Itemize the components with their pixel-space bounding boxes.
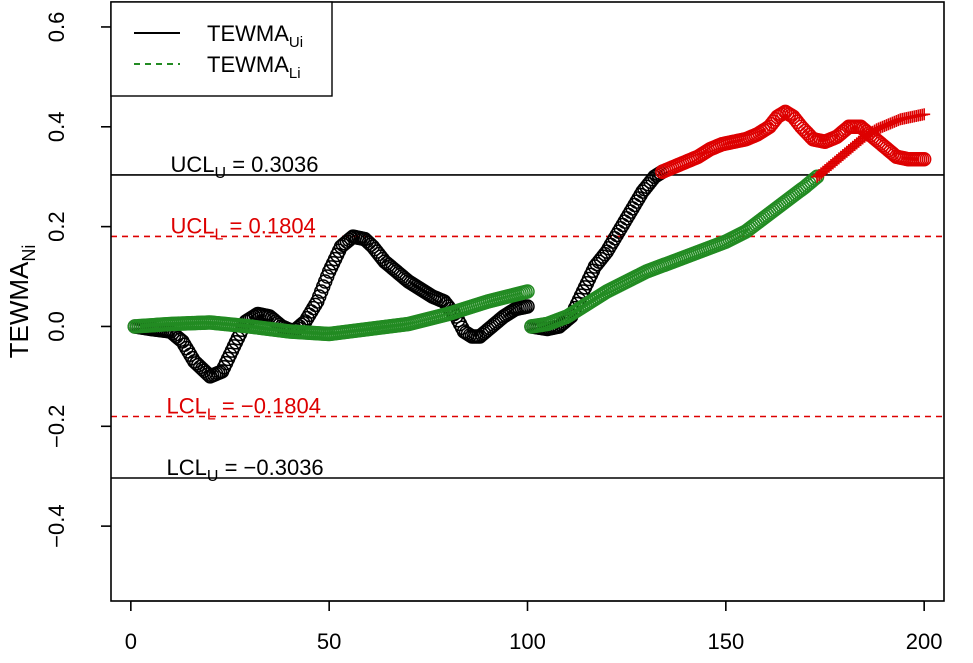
legend-label-1: TEWMALi [207, 52, 301, 82]
x-tick-label: 150 [707, 629, 744, 654]
control-limit-label-1: UCLL = 0.1804 [171, 213, 316, 243]
series-4 [524, 169, 825, 334]
legend-label-0: TEWMAUi [207, 21, 303, 51]
control-limit-label-0: UCLU = 0.3036 [171, 152, 319, 182]
y-tick-label: −0.2 [44, 405, 69, 448]
point-circle [916, 151, 932, 167]
x-tick-label: 50 [317, 629, 341, 654]
y-tick-label: 0.0 [44, 311, 69, 342]
y-axis-title: TEWMANi [4, 245, 39, 359]
y-tick-label: 0.2 [44, 211, 69, 242]
y-tick-label: −0.4 [44, 504, 69, 547]
point-circle [776, 105, 791, 121]
y-tick-label: 0.4 [44, 111, 69, 142]
x-tick-label: 200 [906, 629, 943, 654]
series-1 [127, 284, 535, 342]
x-tick-label: 0 [125, 629, 137, 654]
series-layer [127, 104, 932, 384]
point-circle [308, 297, 323, 313]
series-5 [811, 108, 931, 183]
control-limit-label-3: LCLU = −0.3036 [167, 455, 324, 485]
control-limits-layer: UCLU = 0.3036 UCLL = 0.1804 LCLL = −0.1804… [111, 152, 944, 485]
point-circle [520, 299, 535, 314]
control-limit-label-2: LCLL = −0.1804 [167, 394, 321, 424]
legend-box [110, 1, 333, 97]
series-3 [655, 104, 932, 179]
point-plus [918, 108, 931, 121]
y-tick-label: 0.6 [44, 12, 69, 43]
series-2 [524, 164, 670, 337]
point-circle [520, 284, 535, 299]
x-tick-label: 100 [509, 629, 546, 654]
axes-layer: 0 50 100 150 200 −0.4 −0.2 0.0 0.2 0.4 0.6 TEWMANi [4, 1, 945, 654]
